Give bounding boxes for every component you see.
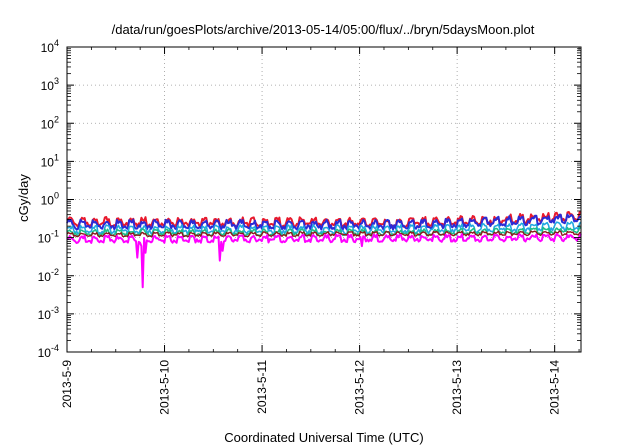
series-line xyxy=(66,232,582,289)
y-tick-label: 104 xyxy=(41,38,59,55)
y-tick-label: 100 xyxy=(41,191,59,208)
chart-title: /data/run/goesPlots/archive/2013-05-14/0… xyxy=(112,22,535,37)
y-tick-label: 10-3 xyxy=(38,305,59,322)
y-tick-label: 10-4 xyxy=(38,343,59,360)
x-tick-label: 2013-5-9 xyxy=(60,360,74,408)
grid xyxy=(67,47,581,352)
x-tick-label: 2013-5-13 xyxy=(450,360,464,415)
y-tick-label: 102 xyxy=(41,114,59,131)
x-tick-label: 2013-5-11 xyxy=(255,360,269,414)
y-axis-label: cGy/day xyxy=(16,174,31,222)
series-line xyxy=(66,213,581,231)
x-tick-label: 2013-5-10 xyxy=(158,360,172,415)
y-tick-label: 103 xyxy=(41,76,59,93)
y-axis: 10-4 10-3 10-2 10-1 100 101 102 103 104 xyxy=(38,38,581,360)
series-group xyxy=(66,211,582,289)
x-axis: 2013-5-9 2013-5-10 2013-5-11 2013-5-12 2013-… xyxy=(60,47,580,415)
y-tick-label: 10-1 xyxy=(38,229,59,246)
y-tick-label: 10-2 xyxy=(38,267,59,284)
series-line xyxy=(66,230,582,238)
y-tick-label: 101 xyxy=(41,152,59,169)
x-axis-label: Coordinated Universal Time (UTC) xyxy=(224,430,423,445)
x-tick-label: 2013-5-12 xyxy=(353,360,367,415)
x-tick-label: 2013-5-14 xyxy=(548,360,562,415)
